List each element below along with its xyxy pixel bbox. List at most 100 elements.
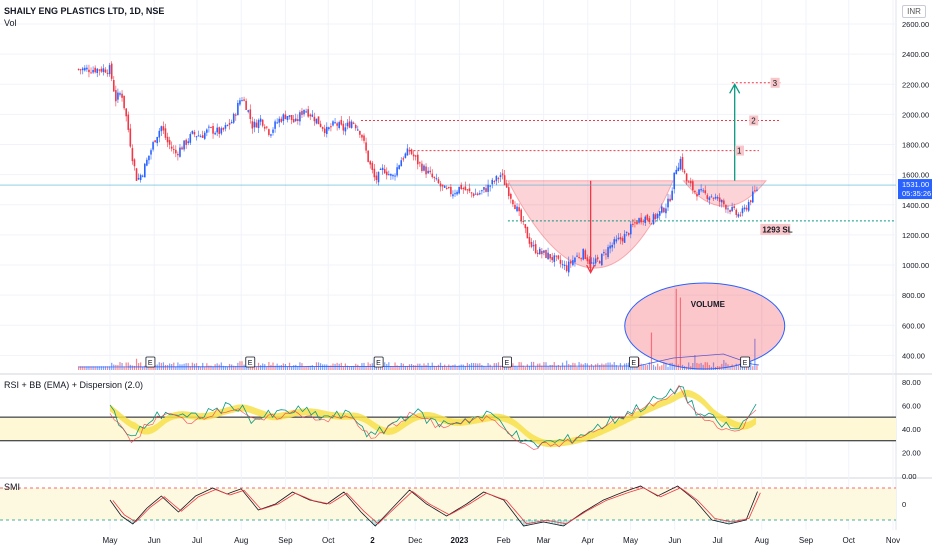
volume-bar: [162, 362, 165, 370]
smi-signal-line: [112, 487, 761, 525]
candle-body: [536, 252, 539, 255]
volume-bar: [721, 363, 723, 370]
volume-bar: [499, 365, 502, 370]
candle-body: [487, 184, 489, 192]
candle-body: [632, 223, 634, 225]
rsi-indicator-label: RSI + BB (EMA) + Dispersion (2.0): [4, 380, 144, 390]
candle-body: [472, 193, 475, 196]
smi-oversold-fill: [377, 520, 380, 523]
candle-body: [700, 189, 702, 191]
volume-bar: [669, 362, 671, 370]
candle-body: [197, 135, 200, 137]
volume-bar: [655, 366, 657, 370]
target-label-box: [734, 145, 744, 156]
candle-body: [377, 171, 380, 183]
candle-body: [702, 190, 704, 192]
volume-bar: [592, 366, 595, 370]
volume-bar: [328, 365, 330, 370]
volume-bar: [588, 365, 591, 370]
volume-bar: [295, 364, 297, 370]
candle-body: [359, 130, 361, 135]
volume-bar: [160, 362, 162, 370]
candle-body: [412, 154, 415, 157]
volume-bar: [241, 361, 243, 370]
candle-body: [79, 69, 82, 71]
smi-oversold-fill: [525, 520, 528, 526]
volume-bar: [679, 297, 682, 370]
candle-body: [694, 190, 696, 192]
volume-bar: [663, 362, 665, 370]
candle-body: [108, 65, 111, 75]
candle-body: [214, 132, 216, 135]
volume-bar: [652, 364, 655, 370]
volume-bar: [524, 366, 526, 370]
target-label: 1: [737, 147, 742, 156]
candle-body: [315, 118, 318, 124]
earnings-marker-box: [502, 356, 512, 368]
volume-bar: [369, 363, 371, 370]
volume-bar: [104, 366, 107, 370]
volume-bar: [417, 363, 419, 370]
volume-bar: [619, 363, 622, 370]
volume-bar: [485, 366, 487, 370]
candle-body: [419, 162, 421, 164]
candle-body: [518, 207, 520, 212]
volume-bar: [90, 366, 92, 370]
price-axis-tick-label: 2600.00: [902, 20, 929, 29]
candle-body: [272, 129, 274, 133]
volume-bar: [326, 364, 328, 370]
candle-body: [193, 132, 196, 135]
candle-body: [270, 134, 272, 136]
rsi-axis-tick-label: 40.00: [902, 425, 921, 434]
volume-bar: [144, 365, 146, 370]
candle-body: [133, 159, 136, 167]
volume-bar: [348, 366, 351, 370]
volume-bar: [100, 366, 102, 370]
candle-body: [578, 257, 580, 259]
volume-bar: [514, 365, 516, 370]
candle-body: [278, 118, 281, 123]
volume-bar: [460, 364, 462, 370]
volume-bar: [154, 365, 156, 370]
candle-body: [733, 206, 735, 209]
candle-body: [381, 167, 384, 170]
volume-bar: [516, 366, 518, 370]
volume-bar: [278, 365, 280, 370]
volume-bar: [712, 362, 715, 370]
rsi-line: [109, 385, 757, 448]
volume-bar: [92, 366, 94, 370]
candle-body: [346, 122, 349, 127]
candle-body: [179, 147, 181, 157]
volume-bar: [735, 363, 737, 370]
candle-body: [350, 121, 353, 128]
volume-bar: [568, 363, 570, 370]
candle-body: [158, 130, 161, 138]
volume-bar: [297, 366, 299, 370]
candle-body: [319, 123, 322, 127]
volume-bar: [456, 366, 458, 370]
volume-bar: [212, 366, 214, 370]
smi-band-fill: [0, 488, 896, 520]
volume-bar: [226, 366, 229, 370]
candle-body: [81, 68, 84, 71]
volume-bar: [450, 365, 452, 370]
volume-bar: [452, 365, 454, 370]
candle-body: [445, 187, 448, 189]
volume-bar: [723, 360, 725, 370]
candle-body: [119, 93, 121, 95]
time-axis-tick-label: Sep: [278, 536, 293, 545]
candle-body: [234, 114, 237, 116]
volume-bar: [177, 362, 179, 370]
candle-body: [328, 127, 330, 130]
volume-bar: [191, 362, 193, 370]
candle-body: [152, 142, 154, 150]
candle-body: [86, 67, 88, 70]
candle-body: [330, 126, 332, 128]
candle-body: [567, 261, 570, 273]
volume-bar: [489, 364, 491, 370]
currency-button[interactable]: INR: [902, 5, 926, 18]
candle-body: [656, 213, 659, 219]
candle-body: [210, 127, 212, 129]
